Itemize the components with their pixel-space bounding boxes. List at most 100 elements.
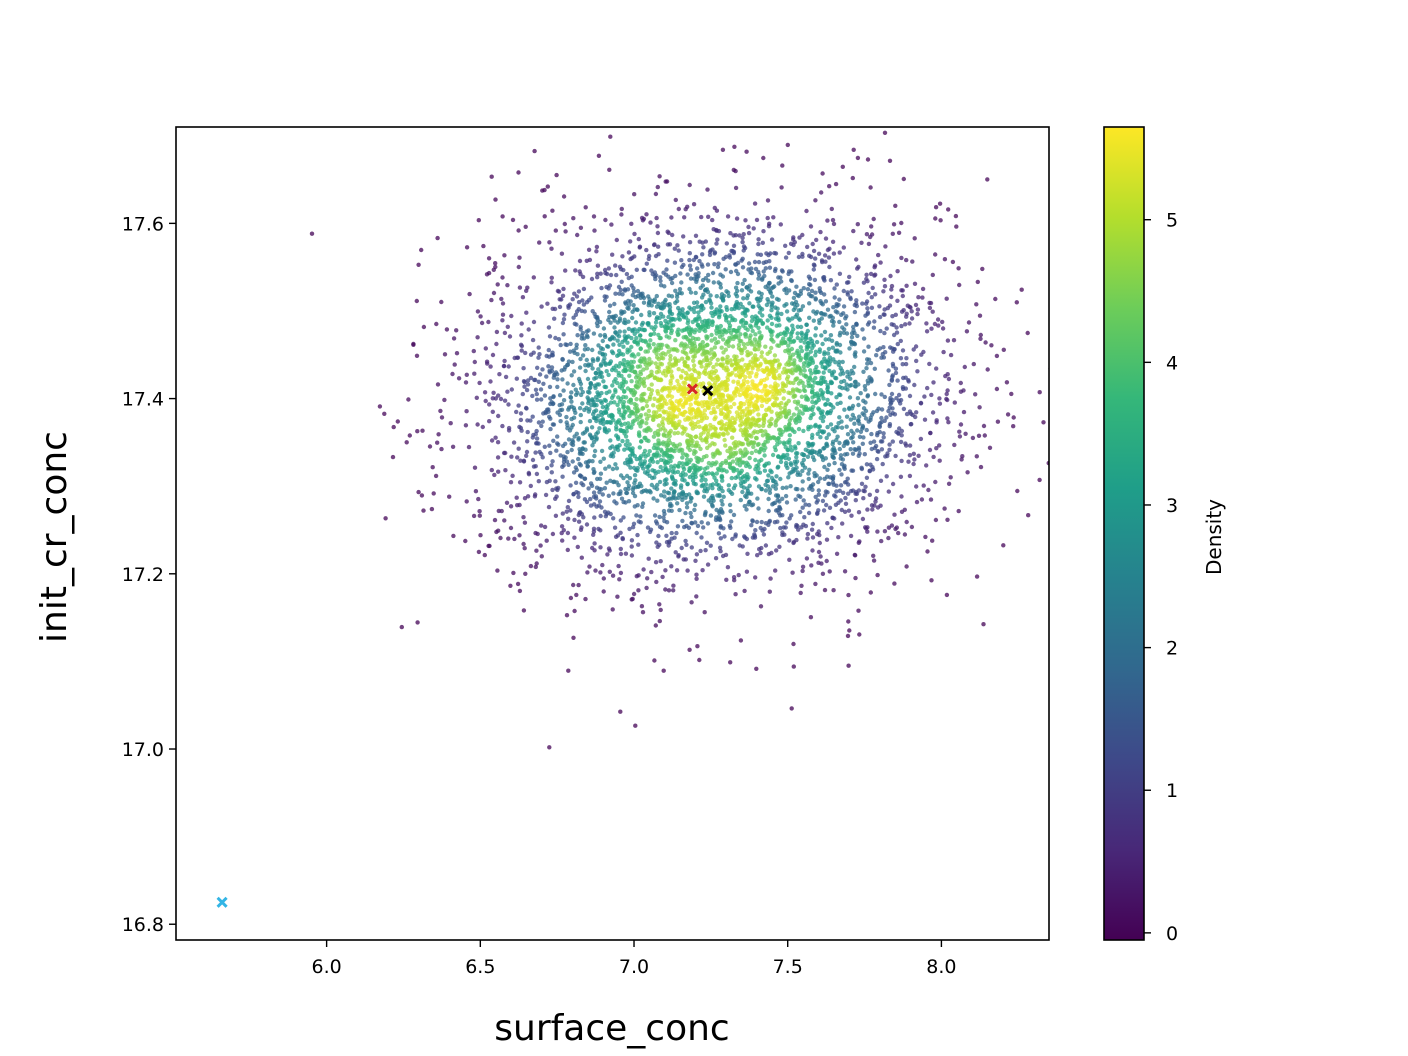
scatter-point	[786, 380, 791, 385]
scatter-point	[774, 411, 780, 416]
scatter-point	[630, 490, 636, 496]
scatter-point	[871, 216, 876, 222]
scatter-point	[844, 414, 850, 419]
scatter-point	[610, 383, 615, 388]
scatter-point	[618, 709, 623, 714]
scatter-point	[731, 243, 737, 248]
scatter-point	[957, 434, 963, 439]
scatter-point	[821, 370, 826, 375]
scatter-point	[719, 419, 724, 424]
scatter-point	[730, 396, 735, 401]
scatter-point	[706, 460, 712, 466]
scatter-point	[864, 366, 869, 371]
scatter-point	[810, 399, 815, 405]
scatter-point	[726, 343, 731, 349]
scatter-point	[620, 254, 625, 259]
scatter-point	[718, 524, 723, 529]
scatter-point	[684, 501, 690, 506]
scatter-point	[759, 277, 765, 282]
scatter-point	[956, 266, 961, 271]
scatter-point	[649, 382, 654, 387]
scatter-point	[888, 273, 893, 279]
scatter-point	[619, 212, 624, 217]
scatter-point	[865, 357, 870, 362]
scatter-point	[560, 377, 565, 382]
scatter-point	[816, 560, 821, 565]
scatter-point	[940, 319, 945, 325]
scatter-point	[802, 340, 807, 345]
scatter-point	[877, 314, 883, 320]
scatter-point	[561, 194, 567, 199]
scatter-point	[570, 359, 575, 365]
scatter-point	[824, 441, 829, 446]
scatter-point	[731, 233, 736, 238]
scatter-point	[863, 484, 868, 489]
scatter-point	[583, 368, 588, 374]
scatter-point	[674, 294, 680, 300]
scatter-point	[739, 339, 744, 344]
scatter-point	[544, 374, 549, 379]
scatter-point	[576, 299, 582, 305]
scatter-point	[768, 384, 773, 389]
scatter-point	[575, 333, 580, 338]
scatter-point	[814, 237, 819, 243]
scatter-point	[565, 362, 571, 367]
scatter-point	[672, 260, 678, 265]
scatter-point	[873, 391, 878, 397]
scatter-point	[822, 587, 828, 593]
scatter-point	[839, 462, 845, 467]
scatter-point	[774, 474, 779, 479]
scatter-point	[857, 414, 862, 419]
scatter-point	[884, 326, 889, 331]
scatter-point	[788, 444, 793, 449]
scatter-point	[824, 537, 830, 542]
scatter-point	[767, 265, 773, 270]
scatter-point	[830, 452, 835, 457]
scatter-point	[745, 379, 750, 385]
scatter-point	[837, 488, 842, 493]
scatter-point	[800, 505, 805, 510]
scatter-point	[702, 610, 707, 615]
scatter-point	[864, 427, 869, 433]
scatter-point	[791, 641, 796, 647]
scatter-point	[754, 217, 760, 223]
scatter-point	[594, 375, 599, 380]
scatter-point	[712, 251, 717, 256]
scatter-point	[896, 530, 901, 536]
scatter-point	[626, 306, 631, 311]
scatter-point	[643, 488, 649, 493]
scatter-point	[970, 435, 976, 441]
scatter-point	[669, 530, 674, 536]
scatter-point	[772, 268, 778, 274]
scatter-point	[825, 521, 830, 526]
scatter-point	[500, 312, 506, 317]
scatter-point	[884, 415, 889, 420]
scatter-point	[849, 513, 854, 518]
scatter-point	[694, 594, 699, 599]
scatter-point	[812, 277, 818, 283]
scatter-point	[868, 185, 873, 190]
scatter-point	[620, 438, 625, 444]
scatter-point	[976, 433, 982, 438]
scatter-point	[868, 271, 874, 277]
scatter-point	[655, 460, 660, 465]
scatter-point	[696, 374, 701, 380]
scatter-point	[901, 375, 906, 381]
scatter-point	[596, 382, 602, 387]
scatter-point	[694, 530, 699, 536]
scatter-point	[691, 363, 697, 368]
scatter-point	[839, 379, 844, 385]
scatter-point	[616, 563, 621, 569]
scatter-point	[433, 473, 439, 479]
scatter-point	[587, 257, 593, 263]
scatter-point	[502, 358, 507, 364]
scatter-point	[768, 468, 773, 473]
scatter-point	[911, 461, 916, 467]
scatter-point	[898, 338, 903, 344]
scatter-point	[905, 303, 910, 308]
scatter-point	[863, 301, 869, 306]
scatter-point	[613, 291, 618, 296]
scatter-point	[806, 510, 812, 516]
scatter-point	[486, 256, 492, 261]
scatter-point	[696, 419, 701, 425]
